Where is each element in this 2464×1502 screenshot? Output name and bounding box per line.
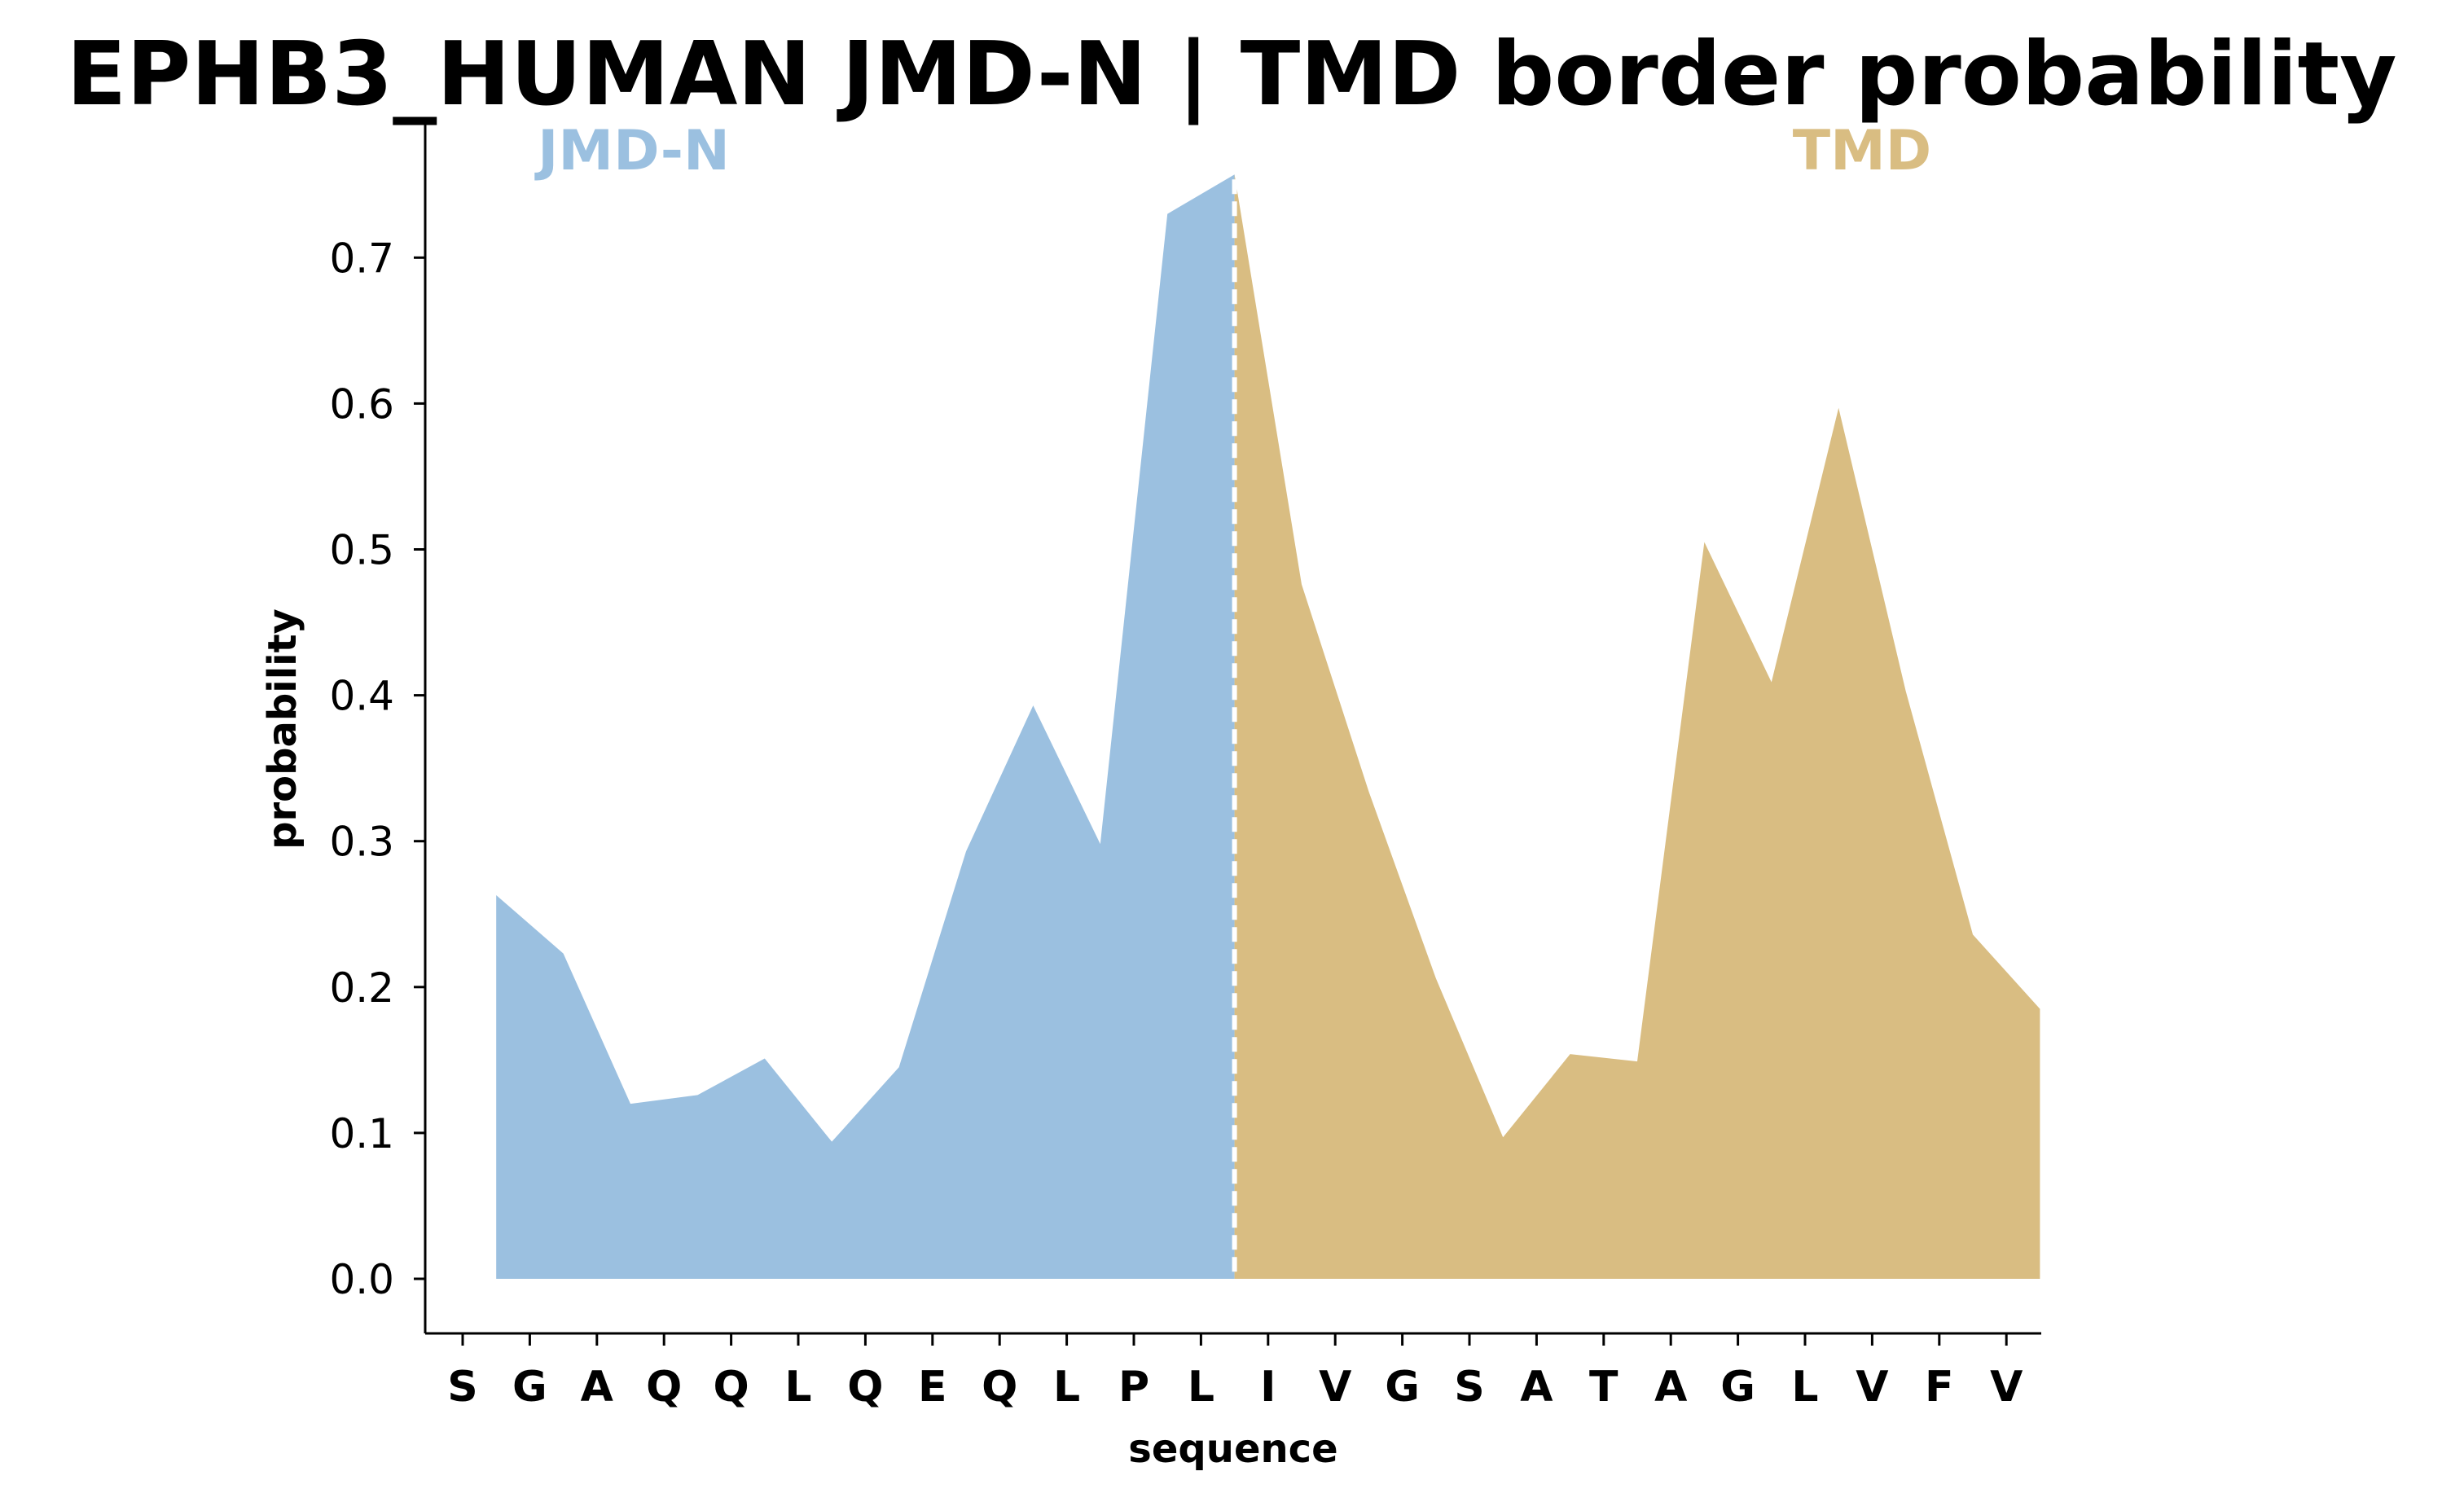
x-tick-label: F bbox=[1925, 1363, 1954, 1412]
chart-title: EPHB3_HUMAN JMD-N | TMD border probabili… bbox=[67, 24, 2397, 125]
x-tick-label: L bbox=[1188, 1363, 1214, 1412]
x-tick-label: G bbox=[1385, 1363, 1420, 1412]
region-labels: JMD-N TMD bbox=[534, 119, 1931, 183]
y-axis-label: probability bbox=[260, 608, 305, 850]
x-tick-label: I bbox=[1260, 1363, 1276, 1412]
x-tick-label: Q bbox=[713, 1363, 749, 1412]
region-label-tmd: TMD bbox=[1793, 119, 1932, 183]
x-tick-label: A bbox=[581, 1363, 613, 1412]
x-tick-label: Q bbox=[982, 1363, 1017, 1412]
area-tmd bbox=[1234, 174, 2040, 1279]
x-tick-label: S bbox=[447, 1363, 477, 1412]
y-tick-label: 0.4 bbox=[329, 673, 394, 720]
x-tick-label: L bbox=[1791, 1363, 1818, 1412]
x-tick-label: A bbox=[1654, 1363, 1687, 1412]
x-tick-label: L bbox=[784, 1363, 811, 1412]
x-tick-label: L bbox=[1053, 1363, 1080, 1412]
y-tick-label: 0.0 bbox=[329, 1256, 394, 1303]
x-tick-label: S bbox=[1454, 1363, 1484, 1412]
y-axis-ticks: 0.0 0.1 0.2 0.3 0.4 0.5 0.6 0.7 bbox=[329, 235, 425, 1303]
y-tick-label: 0.6 bbox=[329, 380, 394, 428]
x-tick-label: V bbox=[1990, 1363, 2023, 1412]
x-tick-label: Q bbox=[847, 1363, 883, 1412]
x-axis-label: sequence bbox=[1128, 1426, 1337, 1472]
x-tick-label: E bbox=[918, 1363, 947, 1412]
y-tick-label: 0.1 bbox=[329, 1110, 394, 1157]
x-tick-label: T bbox=[1589, 1363, 1619, 1412]
x-tick-label: Q bbox=[646, 1363, 682, 1412]
x-tick-label: V bbox=[1856, 1363, 1888, 1412]
x-tick-label: A bbox=[1520, 1363, 1553, 1412]
plot-area bbox=[496, 174, 2040, 1279]
x-tick-label: P bbox=[1118, 1363, 1149, 1412]
region-label-jmd-n: JMD-N bbox=[534, 119, 730, 183]
y-tick-label: 0.5 bbox=[329, 527, 394, 574]
area-jmd-n bbox=[496, 174, 1235, 1279]
y-tick-label: 0.7 bbox=[329, 235, 394, 282]
y-tick-label: 0.2 bbox=[329, 964, 394, 1012]
x-tick-label: G bbox=[512, 1363, 547, 1412]
x-tick-label: G bbox=[1720, 1363, 1755, 1412]
x-tick-label: V bbox=[1319, 1363, 1351, 1412]
y-tick-label: 0.3 bbox=[329, 819, 394, 866]
